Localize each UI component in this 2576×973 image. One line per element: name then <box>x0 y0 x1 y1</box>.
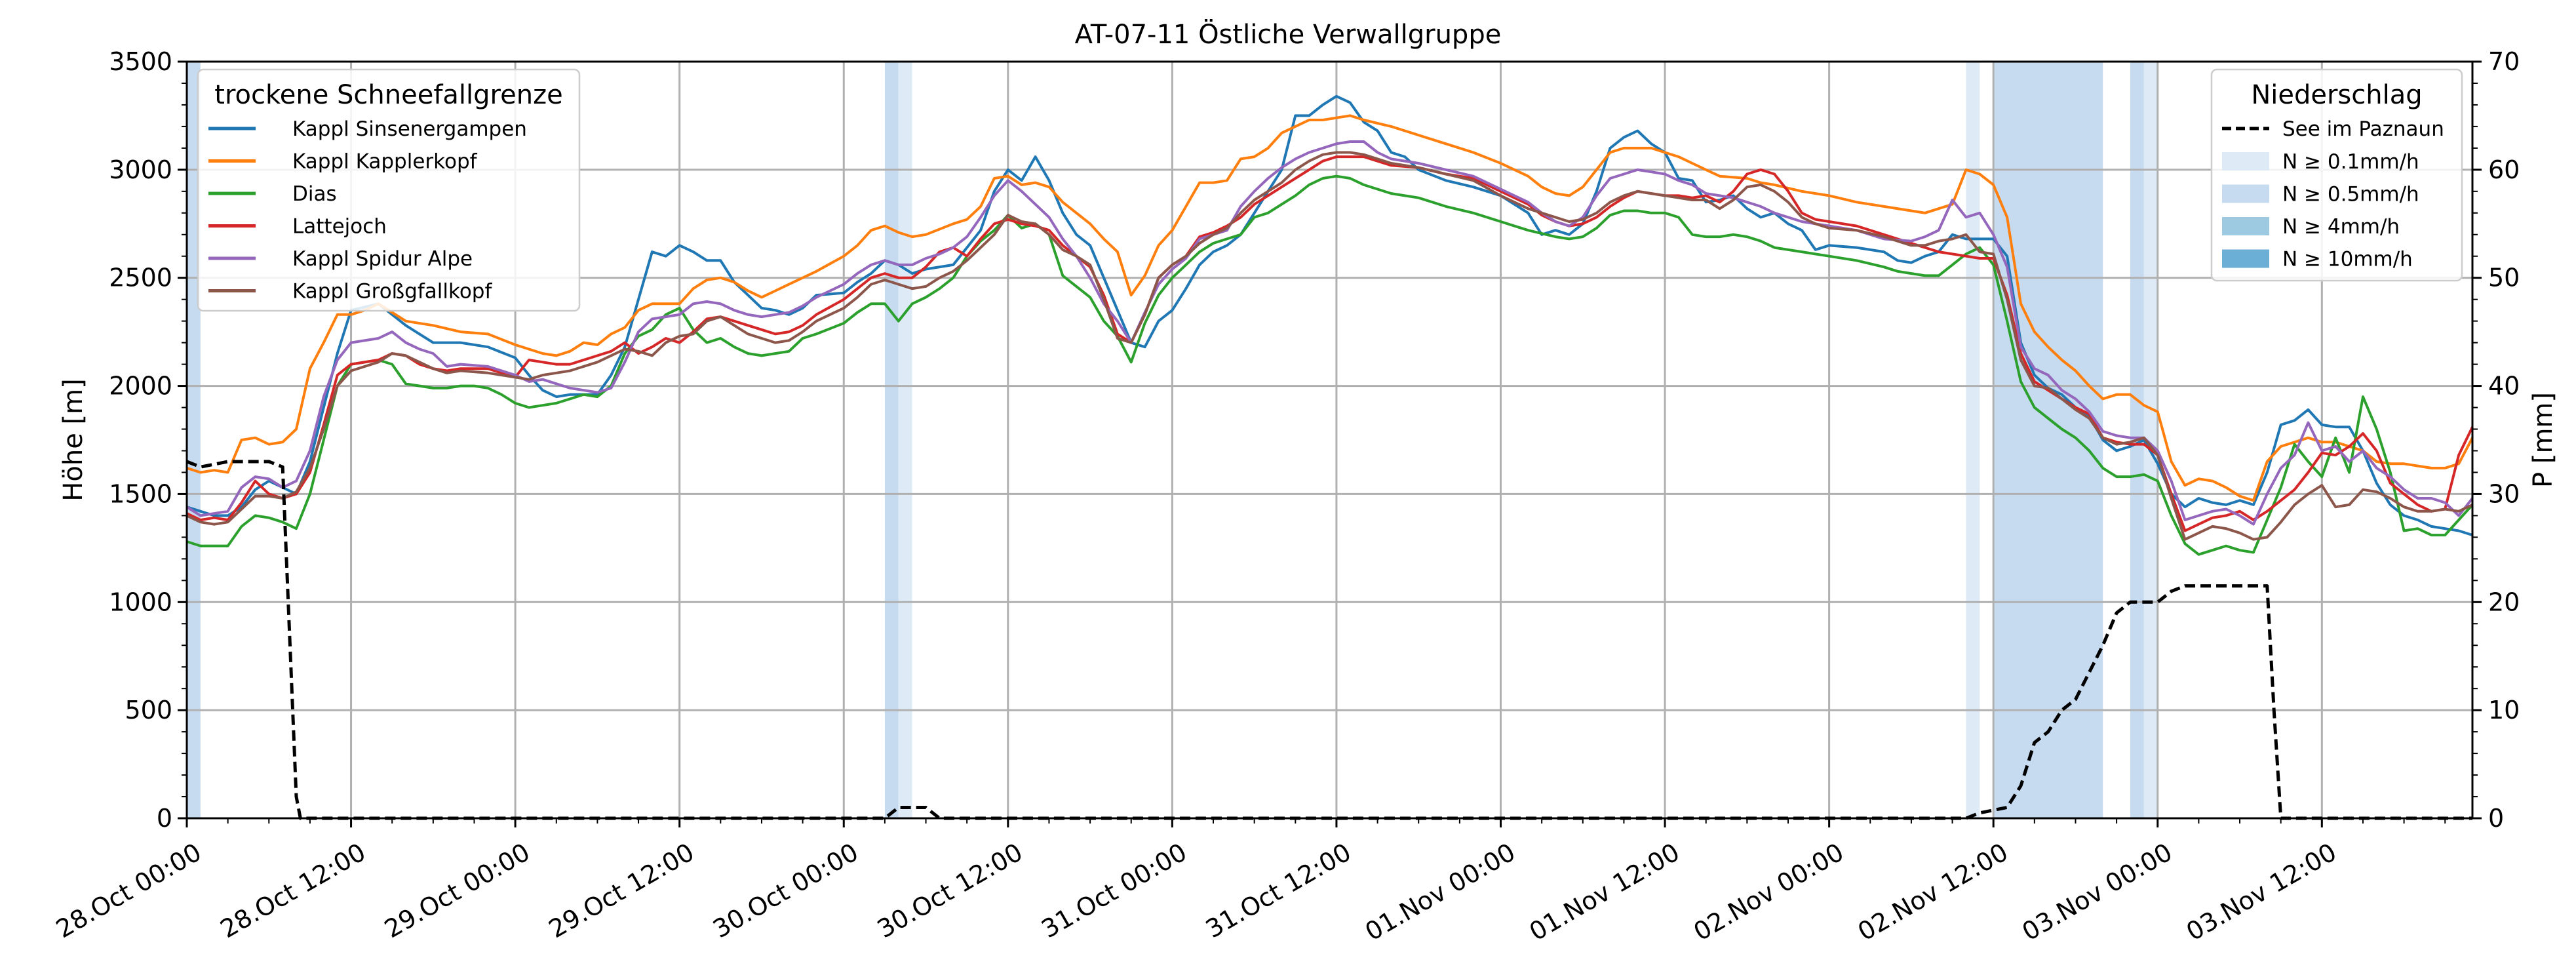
legend-precip-label-3: N ≥ 10mm/h <box>2282 248 2413 271</box>
legend-precip-swatch-1 <box>2222 184 2269 203</box>
precip-line <box>186 460 2472 820</box>
y2-tick-label-3: 30 <box>2488 479 2520 508</box>
legend-precip-label-1: N ≥ 0.5mm/h <box>2282 183 2419 207</box>
y-tick-label-4: 2000 <box>109 372 172 401</box>
y2-tick-label-7: 70 <box>2488 47 2520 76</box>
x-tick-label-12: 03.Nov 00:00 <box>2017 837 2177 946</box>
legend-precipitation: Niederschlag See im Paznaun N ≥ 0.1mm/h N… <box>2210 68 2463 282</box>
x-tick-label-5: 30.Oct 12:00 <box>872 837 1028 943</box>
y-tick-label-6: 3000 <box>109 155 172 184</box>
x-tick-label-0: 28.Oct 00:00 <box>51 837 206 943</box>
precipitation-layer <box>186 460 2472 820</box>
chart-title: AT-07-11 Östliche Verwallgruppe <box>1075 18 1502 50</box>
y-tick-label-3: 1500 <box>109 479 172 508</box>
series-line-2 <box>186 174 2474 556</box>
legend-precip-line-label: See im Paznaun <box>2282 117 2444 141</box>
legend-label-1: Kappl Kapplerkopf <box>292 150 478 174</box>
plot-frame <box>185 60 2474 820</box>
legend-label-2: Dias <box>292 182 337 206</box>
y2-axis-title: P [mm] <box>2528 392 2558 488</box>
precip-band-6 <box>2143 62 2158 818</box>
x-tick-label-8: 01.Nov 00:00 <box>1360 837 1520 946</box>
x-tick-label-1: 28.Oct 12:00 <box>216 837 371 943</box>
legend-snowfall-box <box>197 68 581 312</box>
legend-label-0: Kappl Sinsenergampen <box>292 117 527 141</box>
legend-snowfall: trockene Schneefallgrenze Kappl Sinsener… <box>197 68 581 312</box>
legend-precip-swatch-3 <box>2222 249 2269 268</box>
precip-band-4 <box>1993 62 2103 818</box>
legend-label-5: Kappl Großgfallkopf <box>292 280 492 304</box>
y2-tick-label-1: 10 <box>2488 696 2520 725</box>
series-line-4 <box>185 140 2474 526</box>
series-line-3 <box>186 155 2474 532</box>
legend-label-3: Lattejoch <box>292 215 387 239</box>
x-tick-label-9: 01.Nov 12:00 <box>1525 837 1685 946</box>
x-tick-label-10: 02.Nov 00:00 <box>1688 837 1848 946</box>
legend-precip-swatch-0 <box>2222 152 2269 170</box>
y-tick-label-5: 2500 <box>109 264 172 292</box>
legend-snowfall-title: trockene Schneefallgrenze <box>214 80 562 110</box>
series-line-1 <box>186 114 2474 502</box>
y-tick-label-7: 3500 <box>109 47 172 76</box>
precip-band-0 <box>187 62 201 818</box>
y2-tick-label-5: 50 <box>2488 264 2520 292</box>
series-layer <box>185 94 2474 556</box>
legend-label-4: Kappl Spidur Alpe <box>292 247 473 271</box>
precip-band-3 <box>1966 62 1980 818</box>
y2-tick-label-6: 60 <box>2488 155 2520 184</box>
y-axis-title: Höhe [m] <box>58 378 88 501</box>
y2-tick-label-2: 20 <box>2488 587 2520 616</box>
precip-band-2 <box>898 62 912 818</box>
series-line-5 <box>186 151 2473 541</box>
y-tick-label-1: 500 <box>125 696 172 725</box>
x-tick-label-2: 29.Oct 00:00 <box>380 837 535 943</box>
x-tick-label-11: 02.Nov 12:00 <box>1853 837 2013 946</box>
y-tick-label-2: 1000 <box>109 587 172 616</box>
x-tick-label-13: 03.Nov 12:00 <box>2181 837 2341 946</box>
x-tick-label-4: 30.Oct 00:00 <box>708 837 863 943</box>
precip-band-1 <box>884 62 899 818</box>
x-tick-label-7: 31.Oct 12:00 <box>1201 837 1356 943</box>
y-tick-label-0: 0 <box>157 804 172 833</box>
x-tick-label-6: 31.Oct 00:00 <box>1036 837 1192 943</box>
x-tick-label-3: 29.Oct 12:00 <box>544 837 699 943</box>
legend-precipitation-title: Niederschlag <box>2251 80 2422 110</box>
series-line-0 <box>186 94 2473 537</box>
precipitation-bands <box>187 62 2158 818</box>
y2-tick-label-4: 40 <box>2488 372 2520 401</box>
legend-precipitation-box <box>2210 68 2463 282</box>
legend-precip-swatch-2 <box>2222 217 2269 235</box>
legend-precip-label-0: N ≥ 0.1mm/h <box>2282 150 2419 174</box>
y2-tick-label-0: 0 <box>2488 804 2504 833</box>
legend-precip-label-2: N ≥ 4mm/h <box>2282 215 2400 239</box>
